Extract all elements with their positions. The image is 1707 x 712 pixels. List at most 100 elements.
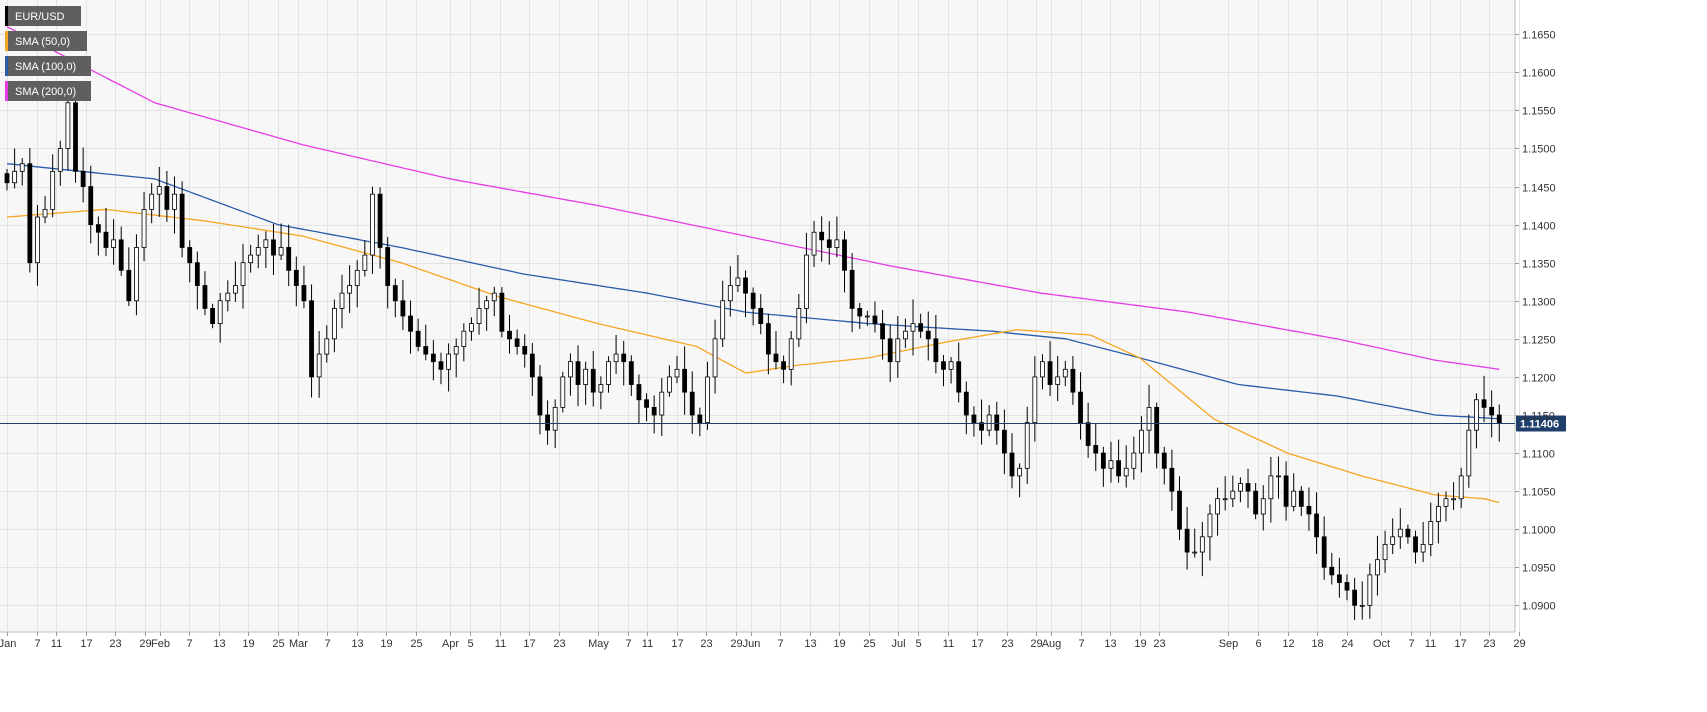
candle-bull (134, 247, 139, 302)
candle-bear (1001, 429, 1007, 454)
candle-bull (1268, 475, 1274, 500)
candle-bear (1009, 452, 1015, 477)
candle-bear (1481, 399, 1487, 408)
candle-bull (834, 239, 840, 248)
candle-bear (1161, 452, 1167, 469)
candle-bull (1131, 452, 1137, 469)
candle-bull (1040, 361, 1045, 378)
candle-bear (118, 239, 124, 271)
candle-bull (141, 208, 147, 248)
candle-bear (126, 269, 132, 302)
candle-bull (484, 300, 490, 309)
x-tick-label: 17 (1454, 638, 1466, 650)
candle-bear (309, 300, 314, 378)
candle-bear (1336, 574, 1342, 583)
x-tick-label: 25 (272, 638, 284, 650)
current-price-label: 1.11406 (1520, 419, 1559, 431)
x-tick-label: 11 (495, 638, 506, 650)
x-tick-label: 5 (467, 638, 473, 650)
candle-bear (849, 269, 855, 309)
legend-box (5, 56, 91, 76)
candle-bull (491, 292, 497, 302)
candle-bull (804, 254, 809, 309)
candle-bull (65, 102, 71, 149)
candle-bear (621, 353, 627, 363)
x-tick-label: 19 (242, 638, 254, 650)
y-tick-label: 1.1200 (1522, 373, 1556, 385)
x-tick-label: 12 (1282, 638, 1294, 650)
candle-bull (1260, 498, 1266, 515)
candle-bear (1298, 490, 1304, 507)
candle-bull (1055, 376, 1061, 385)
candle-bear (529, 353, 535, 378)
candle-bull (1139, 429, 1144, 454)
candle-bull (1375, 559, 1380, 576)
candle-bull (1215, 498, 1220, 515)
candle-bear (430, 353, 436, 363)
x-tick-label: 5 (915, 638, 921, 650)
x-tick-label: 11 (51, 638, 62, 650)
candle-bear (194, 262, 200, 286)
x-axis: Jan 7 11 17 23 29 Feb 7 13 19 25 Mar 7 13 19 25 Apr 5 11 17… (0, 632, 1526, 650)
plot-background (0, 0, 1515, 632)
candle-bear (750, 292, 756, 309)
candle-bear (918, 323, 924, 332)
candle-bear (1321, 536, 1327, 568)
x-tick-label: 7 (1408, 638, 1414, 650)
candle-bull (705, 376, 710, 424)
candle-bull (278, 247, 284, 256)
y-tick-label: 1.1300 (1522, 297, 1556, 309)
candle-bull (324, 338, 330, 355)
y-tick-label: 1.1600 (1522, 68, 1556, 80)
candle-bear (1253, 490, 1259, 515)
candle-bear (286, 247, 292, 271)
x-tick-label: 7 (625, 638, 631, 650)
candle-bear (187, 247, 193, 264)
candle-bull (1276, 475, 1281, 478)
candle-bull (1291, 490, 1297, 507)
legend-label: EUR/USD (15, 11, 65, 23)
candle-bear (1078, 391, 1083, 424)
candle-bear (103, 231, 109, 248)
candle-bear (392, 285, 398, 302)
candle-bull (796, 307, 802, 340)
candle-bear (293, 269, 299, 286)
candle-bull (1466, 429, 1472, 477)
candle-bear (1085, 422, 1091, 446)
candle-bear (4, 173, 10, 184)
legend-swatch (5, 6, 8, 26)
y-tick-label: 1.1100 (1522, 449, 1555, 461)
candle-bear (933, 338, 939, 363)
candle-bear (636, 384, 642, 401)
candle-bull (149, 193, 155, 210)
sma-200-line (6, 26, 1500, 370)
candle-bull (461, 330, 467, 347)
candle-bull (1397, 528, 1403, 538)
candle-bull (1032, 376, 1038, 424)
candle-bull (217, 300, 223, 325)
candle-bear (857, 307, 863, 317)
legend-swatch (5, 56, 8, 76)
y-tick-label: 1.1500 (1522, 144, 1556, 156)
candle-bull (1359, 604, 1365, 607)
x-tick-label: 11 (1425, 638, 1436, 650)
y-tick-label: 1.1150 (1522, 411, 1555, 423)
candles (4, 87, 1502, 621)
candle-bear (872, 315, 878, 325)
candle-bear (1177, 490, 1182, 530)
x-tick-label: Apr (442, 638, 459, 650)
sma-50-line (6, 208, 1500, 504)
x-tick-label: 7 (324, 638, 330, 650)
candle-bull (1207, 513, 1213, 538)
candle-bull (948, 361, 954, 370)
x-tick-label: 7 (186, 638, 192, 650)
candle-bear (590, 368, 596, 393)
candle-bear (522, 346, 528, 355)
candle-bull (233, 285, 238, 294)
candle-bear (507, 330, 512, 340)
x-tick-label: May (588, 638, 609, 650)
candle-bull (1222, 498, 1228, 501)
x-tick-label: 23 (1483, 638, 1495, 650)
candle-bull (1017, 467, 1023, 477)
candle-bear (826, 239, 832, 248)
